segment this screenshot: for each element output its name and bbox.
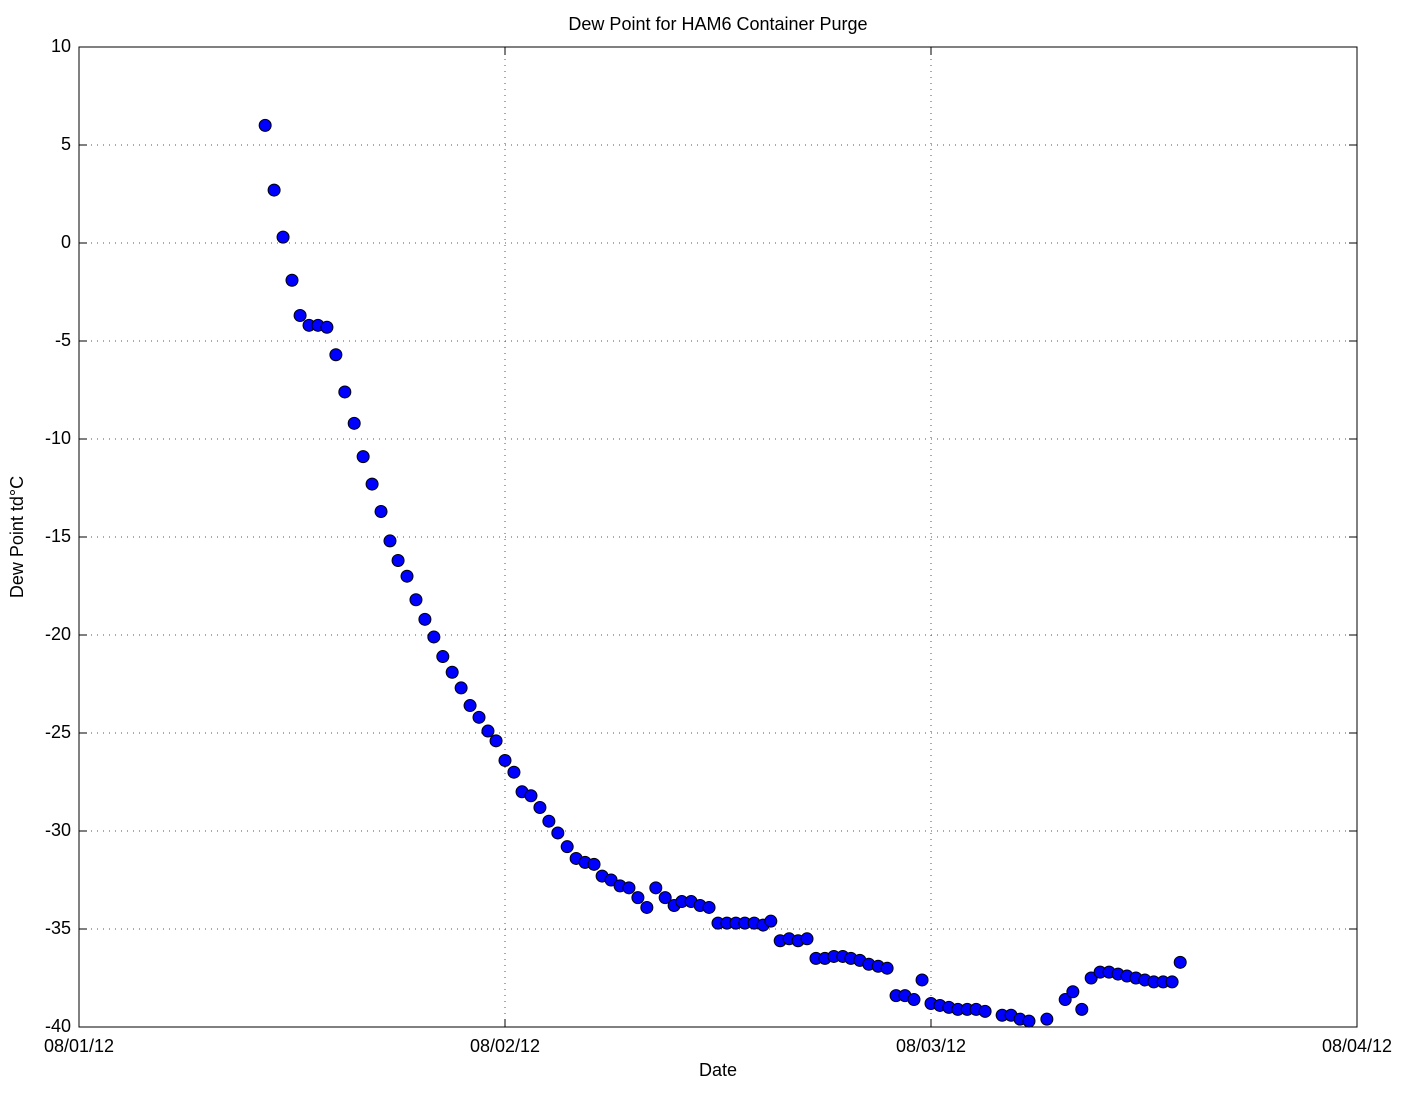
y-tick-label: -10 [45,428,71,448]
point [436,650,450,664]
point [1066,985,1080,999]
point [604,873,618,887]
point [293,309,307,323]
point [880,961,894,975]
y-tick-label: -35 [45,918,71,938]
point [915,973,929,987]
y-tick-label: 5 [61,134,71,154]
point [454,681,468,695]
point [347,416,361,430]
point [1075,1002,1089,1016]
point [391,554,405,568]
y-tick-label: -20 [45,624,71,644]
x-tick-label: 08/04/12 [1322,1036,1392,1056]
point [533,800,547,814]
point [329,348,343,362]
point [374,505,388,519]
chart-title: Dew Point for HAM6 Container Purge [568,14,867,34]
point [365,477,379,491]
y-tick-label: 0 [61,232,71,252]
point [1165,975,1179,989]
point [1084,971,1098,985]
point [427,630,441,644]
point [622,881,636,895]
x-axis-label: Date [699,1060,737,1080]
point [481,724,495,738]
point [1173,955,1187,969]
x-tick-label: 08/03/12 [896,1036,966,1056]
point [800,932,814,946]
point [507,765,521,779]
point [640,900,654,914]
point [658,891,672,905]
point [631,891,645,905]
point [649,881,663,895]
y-tick-label: -15 [45,526,71,546]
point [702,900,716,914]
point [524,789,538,803]
point [1040,1012,1054,1026]
point [285,273,299,287]
point [498,753,512,767]
point [258,118,272,132]
plot-frame [78,46,1358,1028]
y-axis-label: Dew Point td°C [7,476,27,598]
point [463,699,477,713]
x-tick-label: 08/02/12 [470,1036,540,1056]
point [764,914,778,928]
y-tick-label: -5 [55,330,71,350]
y-tick-label: -30 [45,820,71,840]
point [542,814,556,828]
point [356,450,370,464]
point [551,826,565,840]
point [338,385,352,399]
point [587,857,601,871]
point [978,1004,992,1018]
point [400,569,414,583]
point [383,534,397,548]
point [489,734,503,748]
point [560,840,574,854]
point [418,612,432,626]
y-tick-label: -25 [45,722,71,742]
y-tick-label: -40 [45,1016,71,1036]
x-tick-label: 08/01/12 [44,1036,114,1056]
y-tick-label: 10 [51,36,71,56]
point [276,230,290,244]
point [409,593,423,607]
point [907,993,921,1007]
point [267,183,281,197]
point [472,710,486,724]
point [445,665,459,679]
point [1058,993,1072,1007]
point [320,320,334,334]
point [1022,1014,1036,1028]
